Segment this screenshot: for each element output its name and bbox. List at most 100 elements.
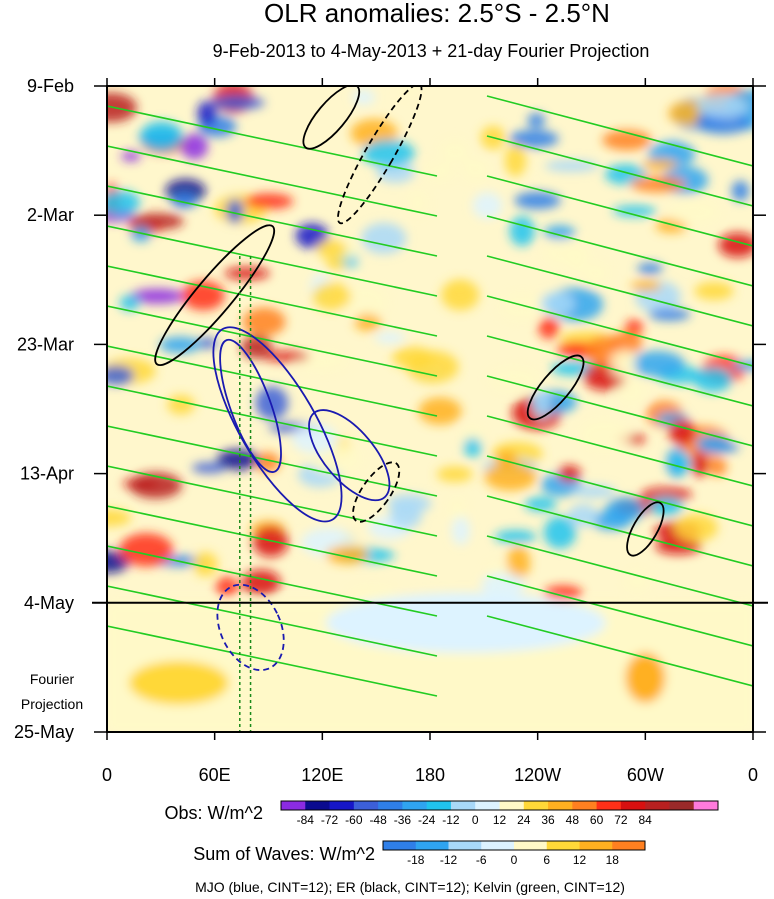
kelvin-contour xyxy=(107,505,438,577)
mjo-contour xyxy=(212,326,343,523)
kelvin-contour xyxy=(107,465,438,537)
obs-anomaly-patch xyxy=(129,288,186,304)
colorbar-swatch xyxy=(645,801,670,810)
obs-anomaly-patch xyxy=(244,193,294,210)
kelvin-contour xyxy=(486,215,753,287)
obs-anomaly-patch xyxy=(605,497,645,523)
obs-anomaly-patch xyxy=(252,526,289,557)
obs-anomaly-patch xyxy=(672,452,691,474)
obs-anomaly-patch xyxy=(436,466,473,483)
obs-anomaly-patch xyxy=(612,205,657,217)
obs-anomaly-patch xyxy=(361,222,407,254)
kelvin-contour xyxy=(486,335,753,407)
colorbar-tick-label: -12 xyxy=(440,853,458,867)
colorbar-swatch xyxy=(572,801,598,810)
mjo-contour xyxy=(216,583,285,672)
kelvin-contour xyxy=(486,375,753,447)
obs-anomaly-patch xyxy=(567,504,599,527)
obs-anomaly-patch xyxy=(543,516,577,549)
er-contour xyxy=(526,354,585,421)
kelvin-contour xyxy=(486,255,753,327)
obs-anomaly-patch xyxy=(623,570,651,592)
colorbar-tick-label: 36 xyxy=(541,813,555,827)
y-tick-label: 9-Feb xyxy=(27,76,74,96)
obs-anomaly-patch xyxy=(354,313,382,331)
obs-anomaly-patch xyxy=(567,248,586,275)
colorbar-frame xyxy=(280,800,719,811)
obs-anomaly-patch xyxy=(407,190,428,216)
obs-anomaly-patch xyxy=(538,316,560,339)
obs-colorbar: -84 -72 -60 -48 -36 -24 -12 0 12 24 36 48 60 72 84 xyxy=(280,800,719,827)
obs-anomaly-patch xyxy=(181,280,225,311)
kelvin-contour xyxy=(486,295,753,367)
colorbar-tick-label: 12 xyxy=(573,853,587,867)
obs-anomaly-patch xyxy=(610,349,636,379)
kelvin-contour xyxy=(107,585,438,657)
projection-positive-patch xyxy=(128,660,229,705)
obs-anomaly-patch xyxy=(630,280,662,292)
kelvin-contour xyxy=(107,545,438,617)
colorbar-swatch xyxy=(579,841,613,850)
colorbar-swatch xyxy=(693,801,719,810)
x-tick-label: 180 xyxy=(415,765,445,785)
forecast-label-line1: Fourier xyxy=(30,671,75,687)
colorbar-swatch xyxy=(450,801,476,810)
wave-contours xyxy=(107,86,753,732)
kelvin-contour xyxy=(107,425,438,497)
obs-anomaly-patch xyxy=(181,133,208,160)
obs-anomaly-patch xyxy=(509,216,535,247)
obs-anomaly-patch xyxy=(696,93,747,119)
obs-anomaly-patch xyxy=(524,497,557,512)
obs-anomaly-patch xyxy=(325,258,347,270)
obs-anomaly-patch xyxy=(392,346,434,369)
colorbar-tick-label: -6 xyxy=(476,853,487,867)
colorbar-swatch xyxy=(620,801,646,810)
x-tick-label: 60W xyxy=(627,765,664,785)
obs-anomaly-patch xyxy=(339,284,388,318)
obs-anomaly-patch xyxy=(641,487,692,502)
obs-anomaly-patch xyxy=(312,282,352,310)
y-tick-label: 25-May xyxy=(14,722,74,742)
colorbar-tick-label: 24 xyxy=(517,813,531,827)
obs-anomaly-patch xyxy=(514,191,561,210)
obs-anomaly-patch xyxy=(616,378,647,406)
obs-anomaly-patch xyxy=(197,337,218,349)
obs-anomaly-patch xyxy=(499,293,546,321)
obs-anomaly-patch xyxy=(509,129,559,148)
plot-area xyxy=(107,86,753,732)
mjo-contour xyxy=(219,338,282,473)
obs-anomaly-patch xyxy=(557,465,582,483)
colorbar-swatch xyxy=(548,801,573,810)
obs-anomaly-patch xyxy=(215,576,239,597)
obs-anomaly-patch xyxy=(129,213,184,230)
obs-anomaly-patch xyxy=(731,180,750,202)
colorbar-tick-label: 72 xyxy=(614,813,628,827)
obs-anomaly-patch xyxy=(441,279,480,311)
colorbar-swatch xyxy=(514,841,548,850)
colorbar-swatch xyxy=(481,841,515,850)
obs-anomaly-patch xyxy=(254,452,280,472)
kelvin-contour xyxy=(486,535,753,607)
waves-colorbar: -18 -12 -6 0 6 12 18 xyxy=(382,840,646,867)
colorbar-swatch xyxy=(329,801,355,810)
x-tick-label: 60E xyxy=(199,765,231,785)
kelvin-contour xyxy=(486,95,753,167)
colorbar-swatch xyxy=(612,841,646,850)
obs-anomaly-patch xyxy=(107,92,137,123)
obs-anomaly-patch xyxy=(481,572,526,597)
obs-anomaly-patch xyxy=(572,485,616,498)
obs-anomaly-patch xyxy=(439,138,471,164)
colorbar-swatch xyxy=(383,841,417,850)
contour-caption: MJO (blue, CINT=12); ER (black, CINT=12)… xyxy=(195,879,625,895)
colorbar-tick-label: -84 xyxy=(297,813,315,827)
obs-anomaly-patch xyxy=(668,418,696,445)
colorbar-tick-label: -72 xyxy=(321,813,339,827)
obs-anomaly-patch xyxy=(648,308,691,321)
x-tick-label: 120E xyxy=(301,765,343,785)
obs-anomaly-patch xyxy=(674,513,718,542)
obs-anomaly-patch xyxy=(107,190,141,216)
obs-anomaly-patch xyxy=(540,292,575,316)
y-tick-label: 2-Mar xyxy=(27,205,74,225)
y-tick-label: 4-May xyxy=(24,593,74,613)
